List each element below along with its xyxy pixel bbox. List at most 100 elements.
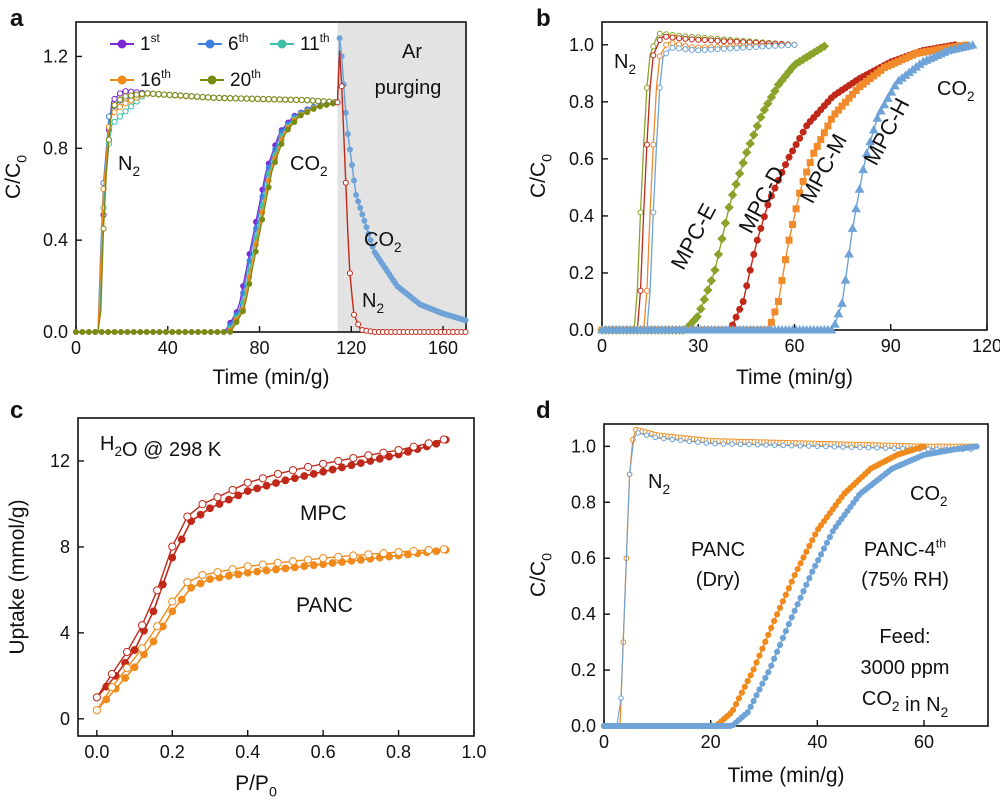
co2-breakthrough-point bbox=[753, 659, 760, 666]
co2-breakthrough-point bbox=[317, 103, 323, 110]
n2-breakthrough-point bbox=[122, 100, 129, 107]
co2-breakthrough-point bbox=[809, 568, 816, 575]
adsorption-point bbox=[253, 567, 262, 576]
co2-breakthrough-point bbox=[734, 168, 745, 179]
co2-breakthrough-point bbox=[833, 308, 844, 318]
co2-breakthrough-point bbox=[739, 297, 747, 305]
n2-annotation: N2 bbox=[118, 153, 140, 179]
co2-breakthrough-point bbox=[771, 655, 778, 662]
co2-purge-point bbox=[346, 146, 353, 153]
panc-humid-label: (75% RH) bbox=[861, 569, 949, 591]
co2-breakthrough-point bbox=[854, 184, 865, 193]
co2-breakthrough-point bbox=[834, 106, 842, 114]
legend-label: 20th bbox=[230, 68, 261, 91]
adsorption-point bbox=[272, 565, 280, 574]
y-tick-label: 0.8 bbox=[43, 138, 68, 158]
adsorption-point bbox=[187, 583, 196, 592]
x-tick-label: 1.0 bbox=[461, 742, 486, 762]
n2-breakthrough-point bbox=[727, 45, 734, 52]
panel-c-letter: c bbox=[10, 397, 23, 424]
adsorption-point bbox=[224, 495, 233, 504]
n2-humid-point bbox=[763, 442, 769, 448]
adsorption-point bbox=[149, 637, 158, 646]
co2-breakthrough-point bbox=[806, 159, 814, 167]
co2-breakthrough-point bbox=[803, 168, 811, 176]
y-tick-label: 0.2 bbox=[571, 660, 596, 680]
y-tick-label: 0.4 bbox=[571, 604, 596, 624]
desorption-point bbox=[138, 644, 147, 653]
n2-breakthrough-point bbox=[249, 95, 256, 102]
x-tick-label: 0.0 bbox=[84, 742, 109, 762]
co2-breakthrough-point bbox=[744, 709, 751, 716]
n2-annotation: N2 bbox=[648, 471, 670, 497]
co2-purge-point bbox=[361, 217, 368, 224]
co2-breakthrough-point bbox=[764, 201, 772, 209]
co2-breakthrough-point bbox=[812, 562, 819, 570]
desorption-point bbox=[319, 459, 328, 468]
co2-breakthrough-point bbox=[817, 522, 825, 529]
panc-humid-label: PANC-4th bbox=[864, 537, 946, 561]
desorption-point bbox=[349, 453, 358, 463]
desorption-point bbox=[243, 478, 252, 487]
n2-breakthrough-point bbox=[205, 94, 212, 101]
n2-breakthrough-point bbox=[637, 287, 644, 294]
n2-humid-point bbox=[618, 695, 624, 701]
y-tick-label: 4 bbox=[60, 623, 70, 643]
n2-purge-annotation: N2 bbox=[362, 290, 384, 316]
n2-humid-point bbox=[695, 439, 701, 445]
co2-purge-point bbox=[353, 191, 360, 198]
co2-breakthrough-point bbox=[920, 443, 927, 450]
co2-breakthrough-point bbox=[806, 542, 813, 550]
n2-breakthrough-line bbox=[76, 93, 338, 333]
n2-humid-point bbox=[823, 443, 829, 450]
n2-breakthrough-line bbox=[76, 92, 338, 333]
co2-breakthrough-line bbox=[76, 101, 337, 333]
n2-breakthrough-point bbox=[260, 95, 267, 103]
x-tick-label: 0.6 bbox=[311, 742, 336, 762]
desorption-point bbox=[379, 549, 388, 558]
panel-a-letter: a bbox=[10, 5, 24, 32]
n2-humid-point bbox=[703, 440, 710, 446]
y-tick-label: 0.8 bbox=[571, 492, 596, 512]
co2-breakthrough-point bbox=[820, 518, 828, 525]
n2-humid-point bbox=[643, 432, 650, 438]
n2-humid-point bbox=[754, 442, 761, 448]
co2-breakthrough-point bbox=[746, 266, 754, 274]
desorption-point bbox=[364, 451, 373, 460]
desorption-point bbox=[349, 551, 358, 560]
desorption-point bbox=[394, 445, 403, 455]
x-tick-label: 40 bbox=[158, 338, 178, 358]
desorption-point bbox=[168, 542, 177, 551]
n2-breakthrough-point bbox=[656, 53, 663, 60]
n2-humid-point bbox=[669, 436, 675, 443]
n2-breakthrough-point bbox=[701, 37, 708, 44]
n2-breakthrough-line bbox=[76, 90, 338, 333]
co2-breakthrough-point bbox=[741, 683, 748, 690]
co2-purge-annotation: CO2 bbox=[364, 229, 402, 255]
feed-label: 3000 ppm bbox=[861, 657, 950, 679]
x-axis-label: Time (min/g) bbox=[727, 764, 844, 787]
n2-breakthrough-point bbox=[177, 92, 184, 99]
adsorption-point bbox=[206, 575, 214, 584]
co2-breakthrough-point bbox=[188, 329, 195, 335]
adsorption-point bbox=[177, 595, 186, 604]
co2-breakthrough-point bbox=[852, 86, 860, 94]
legend-swatch-marker bbox=[207, 75, 217, 85]
y-tick-label: 0.6 bbox=[569, 149, 594, 169]
n2-annotation: N2 bbox=[614, 51, 636, 77]
co2-breakthrough-line bbox=[602, 45, 825, 331]
n2-humid-point bbox=[874, 445, 880, 451]
co2-breakthrough-point bbox=[967, 40, 978, 49]
co2-breakthrough-point bbox=[774, 176, 782, 184]
co2-breakthrough-point bbox=[817, 551, 825, 558]
co2-breakthrough-point bbox=[85, 329, 92, 335]
desorption-point bbox=[122, 647, 132, 657]
co2-breakthrough-point bbox=[782, 256, 790, 264]
co2-breakthrough-point bbox=[782, 161, 790, 169]
n2-breakthrough-point bbox=[122, 88, 129, 95]
y-axis-label: C/C0 bbox=[527, 553, 555, 597]
n2-breakthrough-point bbox=[669, 40, 676, 47]
desorption-point bbox=[168, 597, 177, 606]
n2-breakthrough-point bbox=[650, 141, 657, 148]
co2-purge-point bbox=[336, 35, 343, 42]
